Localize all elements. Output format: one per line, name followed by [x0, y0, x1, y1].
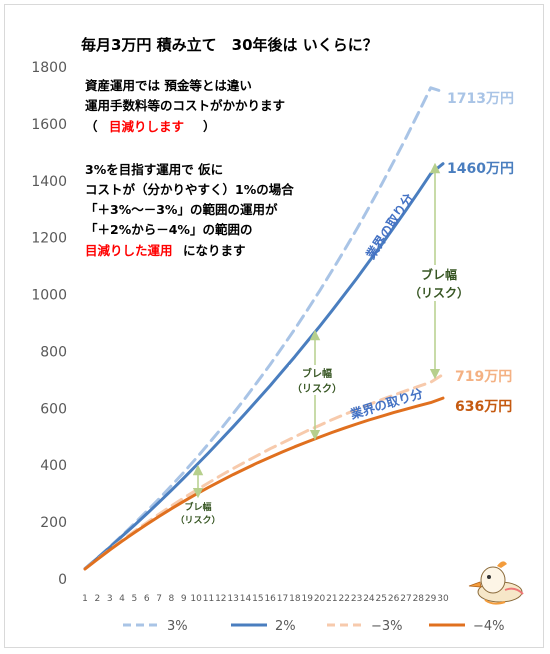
bird-mascot-icon: [468, 561, 524, 605]
line-chart: 毎月3万円 積み立て 30年後は いくらに？ 0 200 400 600 800 1000…: [31, 36, 524, 634]
legend-label: 3%: [167, 619, 188, 634]
x-tick-label: 12: [215, 594, 226, 604]
end-value-label: 1713万円: [447, 91, 514, 107]
legend-label: −3%: [371, 619, 403, 634]
x-tick-label: 26: [388, 594, 400, 604]
x-tick-label: 11: [203, 594, 214, 604]
x-tick-label: 13: [227, 594, 238, 604]
x-tick-label: 16: [264, 594, 276, 604]
risk-label-bg: [289, 365, 345, 395]
note-line: 運用手数料等のコストがかかります: [85, 98, 285, 113]
legend-label: 2%: [275, 619, 296, 634]
note-line: コストが（分かりやすく）1%の場合: [85, 182, 294, 197]
x-tick-label: 28: [413, 594, 425, 604]
y-tick-label: 1600: [31, 117, 67, 133]
x-tick-label: 21: [326, 594, 337, 604]
y-tick-label: 800: [40, 344, 67, 360]
x-tick-label: 25: [376, 594, 387, 604]
risk-label-mid: （リスク）: [292, 382, 342, 395]
end-value-label: 636万円: [455, 399, 512, 415]
x-tick-label: 10: [190, 594, 202, 604]
y-tick-label: 600: [40, 401, 67, 417]
risk-label-small: （リスク）: [175, 515, 220, 526]
x-tick-label: 6: [144, 594, 150, 604]
series-line: [83, 162, 445, 571]
y-axis: 0 200 400 600 800 1000 1200 1400 1600 1800: [31, 60, 67, 588]
x-tick-label: 8: [169, 594, 175, 604]
series-layer: [83, 86, 445, 571]
risk-label-bg: [405, 265, 469, 301]
end-labels: 1713万円 1460万円 719万円 636万円: [447, 91, 514, 415]
x-tick-label: 2: [94, 594, 100, 604]
note-line: 3%を目指す運用で 仮に: [85, 162, 223, 177]
y-tick-label: 1200: [31, 231, 67, 247]
legend-label: −4%: [473, 619, 505, 634]
chart-title: 毎月3万円 積み立て 30年後は いくらに？: [81, 36, 378, 54]
note-tail: になります: [183, 243, 246, 258]
note-paren-close: ）: [203, 119, 216, 134]
risk-label-small: ブレ幅: [184, 501, 211, 513]
x-tick-label: 17: [277, 594, 288, 604]
note-line: 資産運用では 預金等とは違い: [85, 78, 252, 93]
y-tick-label: 1800: [31, 60, 67, 76]
note-line: 「＋3%〜－3%」の範囲の運用が: [85, 202, 278, 217]
series-line: [83, 396, 445, 571]
y-tick-label: 200: [40, 515, 67, 531]
x-tick-label: 7: [156, 594, 162, 604]
y-tick-label: 1000: [31, 288, 67, 304]
legend: 3% 2% −3% −4%: [123, 619, 505, 634]
note-red-text: 目減りした運用: [85, 243, 173, 258]
risk-label-large: （リスク）: [409, 285, 469, 300]
x-tick-label: 1: [82, 594, 88, 604]
x-tick-label: 29: [425, 594, 437, 604]
x-tick-label: 27: [400, 594, 411, 604]
end-value-label: 1460万円: [447, 161, 514, 177]
risk-label-mid: ブレ幅: [302, 367, 332, 380]
risk-label-large: ブレ幅: [421, 267, 457, 282]
note-line: 「＋2%から－4%」の範囲の: [85, 222, 252, 237]
note-paren-open: （: [85, 119, 98, 134]
x-tick-label: 18: [289, 594, 301, 604]
industry-share-label: 業界の取り分: [348, 385, 426, 422]
notes-block: 資産運用では 預金等とは違い 運用手数料等のコストがかかります （ 目減りします…: [85, 78, 294, 258]
x-tick-label: 4: [119, 594, 125, 604]
x-tick-label: 19: [301, 594, 313, 604]
series-line: [83, 86, 445, 570]
x-tick-label: 24: [363, 594, 375, 604]
x-tick-label: 23: [351, 594, 362, 604]
y-tick-label: 0: [58, 572, 67, 588]
x-tick-label: 15: [252, 594, 263, 604]
note-red-text: 目減りします: [109, 119, 184, 134]
y-tick-label: 400: [40, 458, 67, 474]
x-tick-label: 22: [339, 594, 350, 604]
x-tick-label: 30: [437, 594, 449, 604]
y-tick-label: 1400: [31, 174, 67, 190]
industry-share-label: 業界の取り分: [362, 190, 416, 262]
chart-frame: 毎月3万円 積み立て 30年後は いくらに？ 0 200 400 600 800 1000…: [4, 4, 544, 648]
x-tick-label: 20: [314, 594, 326, 604]
x-tick-label: 14: [240, 594, 252, 604]
x-axis: 1 2 3 4 5 6 7 8 9 10 11 12 13 14 15 16 17 18 19 20 21 22 23 24 2…: [82, 594, 449, 604]
x-tick-label: 3: [107, 594, 113, 604]
x-tick-label: 5: [132, 594, 138, 604]
end-value-label: 719万円: [455, 369, 512, 385]
x-tick-label: 9: [181, 594, 187, 604]
